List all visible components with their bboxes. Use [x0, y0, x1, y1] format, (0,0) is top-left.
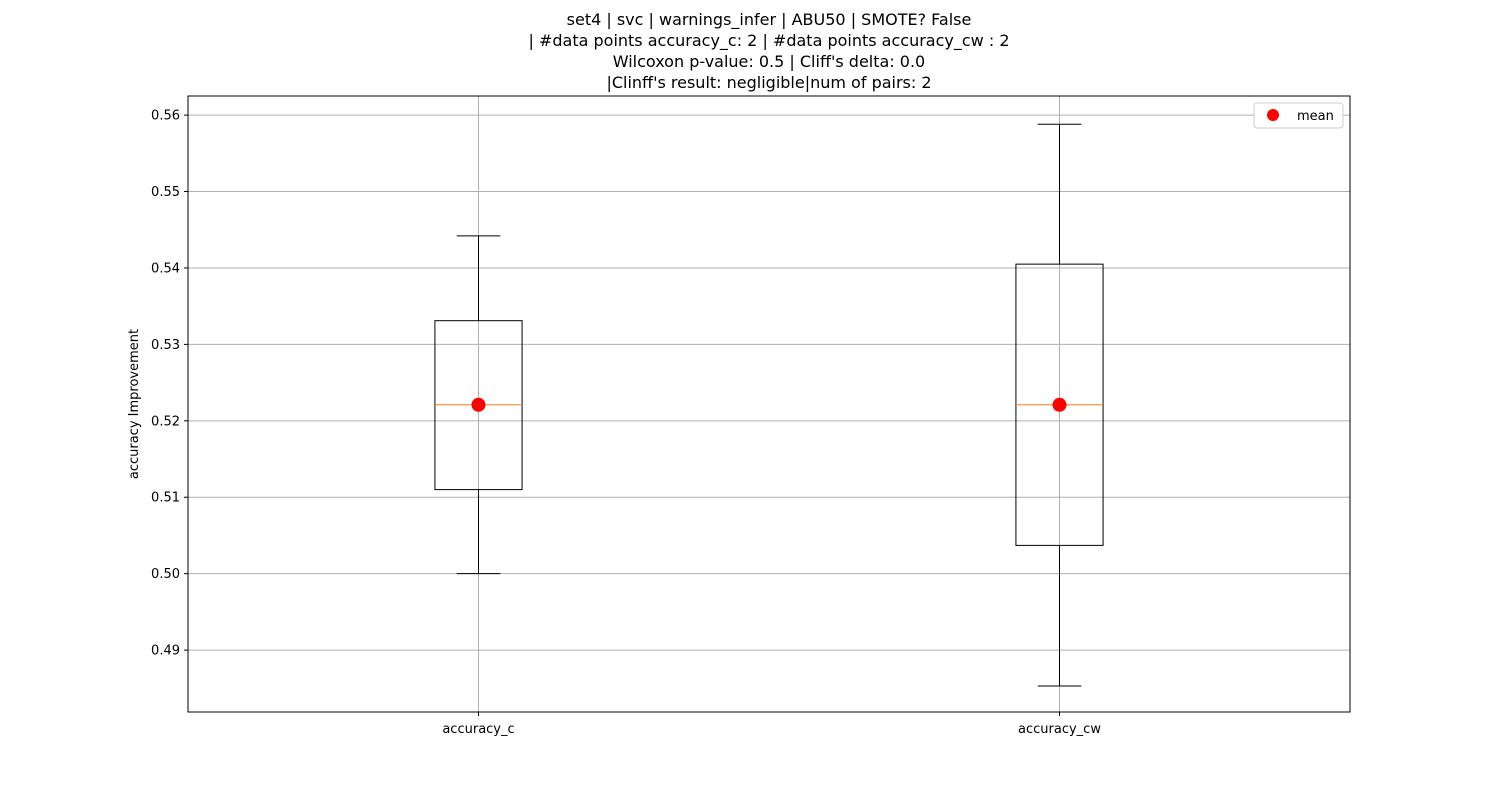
legend: mean: [1253, 102, 1344, 129]
legend-mean-marker: [1267, 109, 1279, 121]
title-line-2: | #data points accuracy_c: 2 | #data poi…: [528, 31, 1009, 51]
mean-marker: [471, 397, 486, 412]
grid-lines: [188, 96, 1350, 712]
y-tick-label: 0.53: [151, 338, 180, 353]
x-tick-label-accuracy-c: accuracy_c: [442, 722, 514, 737]
y-tick-label: 0.56: [151, 109, 180, 124]
y-axis-label: accuracy Improvement: [127, 329, 142, 479]
y-tick-label: 0.50: [151, 567, 180, 582]
legend-frame: [1253, 102, 1344, 129]
y-axis-ticks: 0.49 0.50 0.51 0.52 0.53 0.54 0.55 0.56: [151, 109, 188, 659]
axes-frame: [187, 95, 1351, 713]
y-tick-label: 0.54: [151, 261, 180, 276]
legend-mean-label: mean: [1297, 109, 1334, 124]
y-tick-label: 0.51: [151, 491, 180, 506]
y-tick-label: 0.52: [151, 414, 180, 429]
x-tick-label-accuracy-cw: accuracy_cw: [1018, 722, 1101, 737]
box-accuracy-cw: [1015, 123, 1104, 687]
y-tick-label: 0.55: [151, 185, 180, 200]
box-accuracy-c: [434, 235, 523, 575]
mean-marker: [1052, 397, 1067, 412]
title-line-4: |Clinff's result: negligible|num of pair…: [606, 73, 931, 92]
x-axis-ticks: accuracy_c accuracy_cw: [442, 712, 1101, 737]
title-line-3: Wilcoxon p-value: 0.5 | Cliff's delta: 0…: [613, 52, 925, 71]
plot-area: [434, 123, 1104, 687]
title-line-1: set4 | svc | warnings_infer | ABU50 | SM…: [567, 10, 972, 30]
chart-title: set4 | svc | warnings_infer | ABU50 | SM…: [528, 10, 1009, 92]
y-tick-label: 0.49: [151, 644, 180, 659]
